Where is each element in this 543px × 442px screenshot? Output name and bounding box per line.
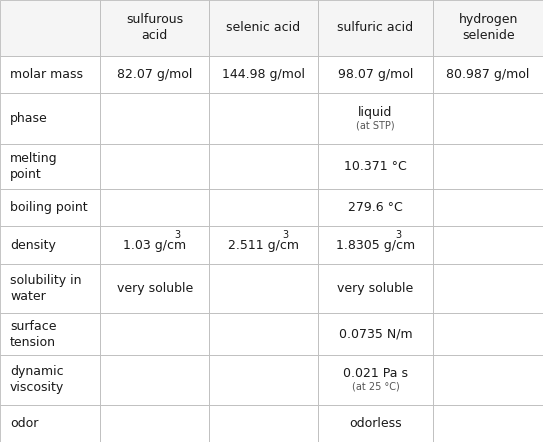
- Bar: [100, 355, 209, 404]
- Bar: [209, 93, 318, 144]
- Bar: [209, 313, 318, 355]
- Bar: [433, 226, 543, 264]
- Bar: [318, 144, 433, 189]
- Bar: [100, 404, 209, 442]
- Text: surface
tension: surface tension: [10, 320, 56, 349]
- Bar: [0, 0, 100, 56]
- Text: odor: odor: [10, 417, 39, 430]
- Bar: [0, 313, 100, 355]
- Bar: [433, 56, 543, 93]
- Bar: [433, 355, 543, 404]
- Bar: [209, 404, 318, 442]
- Text: 3: 3: [283, 230, 289, 240]
- Text: sulfurous
acid: sulfurous acid: [126, 13, 184, 42]
- Text: odorless: odorless: [349, 417, 402, 430]
- Bar: [0, 189, 100, 226]
- Text: solubility in
water: solubility in water: [10, 274, 81, 303]
- Text: melting
point: melting point: [10, 152, 58, 181]
- Text: 279.6 °C: 279.6 °C: [348, 201, 403, 214]
- Bar: [318, 226, 433, 264]
- Text: very soluble: very soluble: [337, 282, 414, 295]
- Text: 144.98 g/mol: 144.98 g/mol: [222, 68, 305, 81]
- Bar: [318, 93, 433, 144]
- Bar: [318, 313, 433, 355]
- Text: 10.371 °C: 10.371 °C: [344, 160, 407, 173]
- Text: 0.021 Pa s: 0.021 Pa s: [343, 367, 408, 380]
- Bar: [318, 355, 433, 404]
- Bar: [433, 0, 543, 56]
- Bar: [433, 189, 543, 226]
- Text: phase: phase: [10, 112, 48, 125]
- Bar: [433, 404, 543, 442]
- Bar: [318, 264, 433, 313]
- Bar: [209, 226, 318, 264]
- Text: 82.07 g/mol: 82.07 g/mol: [117, 68, 192, 81]
- Bar: [209, 355, 318, 404]
- Bar: [209, 264, 318, 313]
- Text: sulfuric acid: sulfuric acid: [337, 21, 414, 34]
- Bar: [318, 189, 433, 226]
- Text: (at 25 °C): (at 25 °C): [352, 381, 399, 391]
- Bar: [318, 56, 433, 93]
- Text: very soluble: very soluble: [117, 282, 193, 295]
- Text: liquid: liquid: [358, 106, 393, 118]
- Bar: [318, 404, 433, 442]
- Bar: [100, 93, 209, 144]
- Bar: [0, 93, 100, 144]
- Bar: [209, 56, 318, 93]
- Text: (at STP): (at STP): [356, 120, 395, 130]
- Text: 3: 3: [395, 230, 401, 240]
- Text: 0.0735 N/m: 0.0735 N/m: [339, 328, 412, 341]
- Text: 3: 3: [174, 230, 180, 240]
- Bar: [100, 56, 209, 93]
- Bar: [209, 144, 318, 189]
- Bar: [100, 144, 209, 189]
- Text: 1.8305 g/cm: 1.8305 g/cm: [336, 239, 415, 251]
- Bar: [100, 189, 209, 226]
- Bar: [0, 226, 100, 264]
- Bar: [433, 93, 543, 144]
- Bar: [433, 313, 543, 355]
- Text: hydrogen
selenide: hydrogen selenide: [458, 13, 518, 42]
- Bar: [318, 0, 433, 56]
- Text: 2.511 g/cm: 2.511 g/cm: [228, 239, 299, 251]
- Text: selenic acid: selenic acid: [226, 21, 300, 34]
- Bar: [209, 189, 318, 226]
- Bar: [0, 56, 100, 93]
- Bar: [433, 264, 543, 313]
- Bar: [100, 313, 209, 355]
- Bar: [0, 355, 100, 404]
- Bar: [0, 264, 100, 313]
- Text: 80.987 g/mol: 80.987 g/mol: [446, 68, 530, 81]
- Bar: [100, 0, 209, 56]
- Bar: [0, 404, 100, 442]
- Text: 1.03 g/cm: 1.03 g/cm: [123, 239, 186, 251]
- Text: boiling point: boiling point: [10, 201, 87, 214]
- Bar: [0, 144, 100, 189]
- Bar: [433, 144, 543, 189]
- Bar: [100, 264, 209, 313]
- Text: 98.07 g/mol: 98.07 g/mol: [338, 68, 413, 81]
- Text: density: density: [10, 239, 56, 251]
- Text: dynamic
viscosity: dynamic viscosity: [10, 366, 64, 394]
- Text: molar mass: molar mass: [10, 68, 83, 81]
- Bar: [209, 0, 318, 56]
- Bar: [100, 226, 209, 264]
